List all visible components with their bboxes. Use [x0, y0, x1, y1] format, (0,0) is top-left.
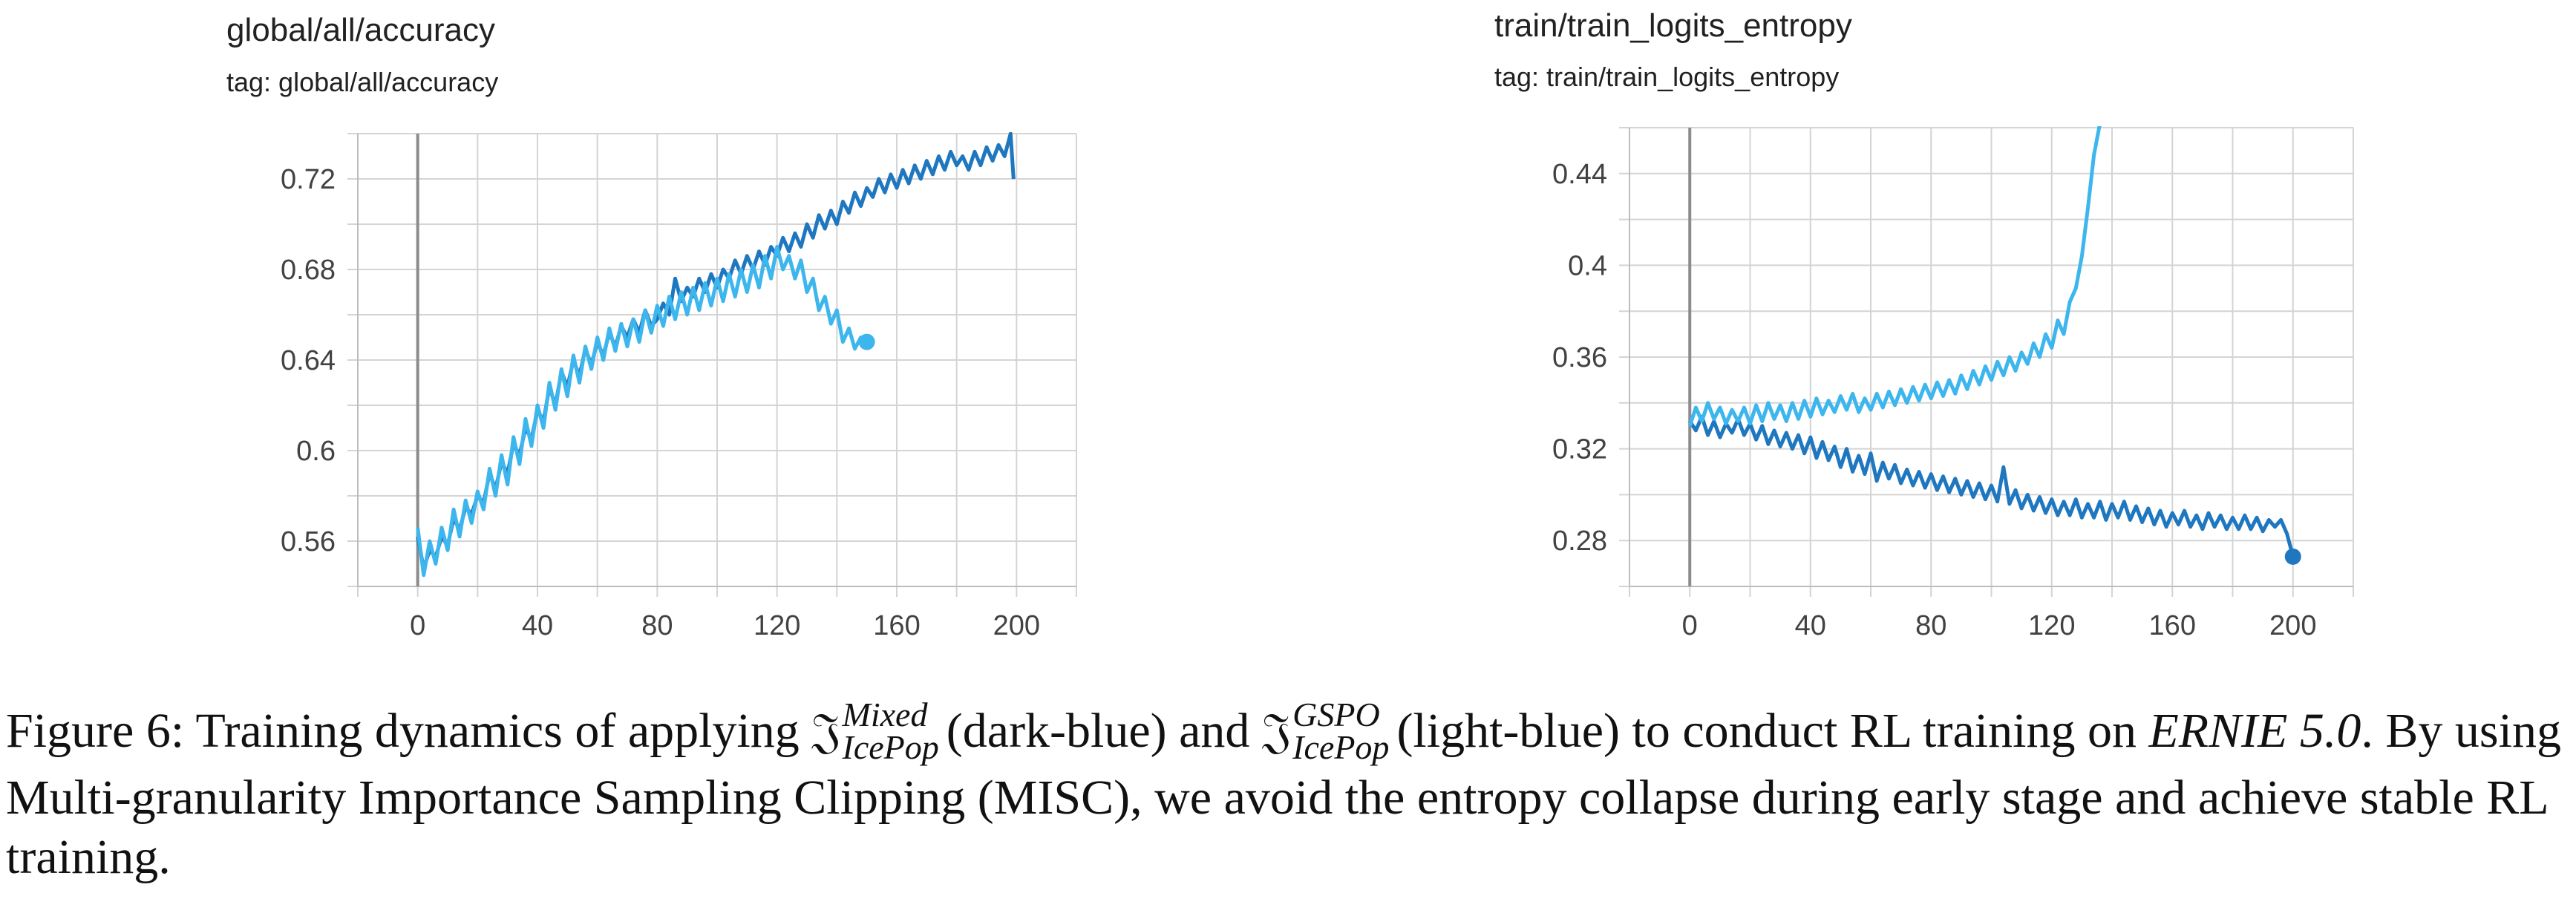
y-tick-label: 0.4: [1568, 250, 1607, 281]
caption-ernie: ERNIE 5.0: [2148, 704, 2361, 758]
x-tick-label: 80: [1915, 610, 1946, 641]
caption-part-3: (light-blue) to conduct RL training on: [1396, 704, 2149, 758]
x-tick-label: 160: [873, 610, 920, 641]
x-tick-label: 200: [2269, 610, 2316, 641]
superscript-mixed: Mixed: [842, 695, 928, 733]
series-group: [416, 132, 1016, 578]
y-tick-label: 0.56: [281, 526, 336, 557]
y-tick-label: 0.72: [281, 164, 336, 195]
subscript-superscript-2: GSPO IcePop: [1292, 695, 1390, 766]
series-line-dark-blue: [1688, 414, 2295, 557]
frak-j-symbol-2: 𝔍: [1261, 704, 1292, 759]
chart-tag: tag: train/train_logits_entropy: [1494, 62, 1840, 92]
entropy-chart: 0 40 80 120 160 200 0.28 0.32 0.36 0.4 0.44: [1552, 126, 2354, 641]
chart-title: train/train_logits_entropy: [1494, 7, 1852, 44]
y-tick-label: 0.44: [1552, 159, 1607, 190]
y-tick-label: 0.36: [1552, 342, 1607, 373]
x-tick-label: 40: [522, 610, 553, 641]
x-tick-label: 80: [641, 610, 673, 641]
subscript-icepop-1: IcePop: [842, 727, 939, 766]
series-line-light-blue: [1687, 126, 2102, 427]
series-group: [1687, 126, 2295, 557]
y-tick-label: 0.28: [1552, 526, 1607, 557]
series-line-dark-blue: [416, 132, 1016, 571]
y-tick-label: 0.6: [296, 436, 336, 467]
y-tick-label: 0.64: [281, 345, 336, 376]
figure-caption: Figure 6: Training dynamics of applying …: [6, 695, 2575, 887]
accuracy-chart: 0 40 80 120 160 200 0.56 0.6 0.64 0.68 0.72: [281, 132, 1077, 641]
chart-title: global/all/accuracy: [226, 12, 495, 48]
x-tick-label: 0: [1682, 610, 1698, 641]
subscript-icepop-2: IcePop: [1292, 727, 1390, 766]
y-tick-label: 0.32: [1552, 434, 1607, 465]
frak-j-symbol-1: 𝔍: [811, 704, 841, 759]
x-tick-label: 200: [993, 610, 1040, 641]
x-tick-label: 120: [2028, 610, 2075, 641]
caption-part-4: . By using Multi-granularity Importance …: [6, 704, 2561, 884]
superscript-gspo: GSPO: [1292, 695, 1380, 733]
grid: [347, 133, 1077, 597]
grid: [1619, 127, 2354, 597]
series-end-marker-dark-blue: [2284, 548, 2301, 565]
series-end-marker-light-blue: [858, 333, 875, 350]
caption-part-1: Figure 6: Training dynamics of applying: [6, 704, 812, 758]
caption-part-2: (dark-blue) and: [946, 704, 1262, 758]
x-tick-label: 120: [753, 610, 800, 641]
chart-panel-entropy: train/train_logits_entropy tag: train/tr…: [1288, 0, 2576, 653]
chart-tag: tag: global/all/accuracy: [226, 67, 499, 97]
x-tick-label: 40: [1795, 610, 1826, 641]
subscript-superscript-1: Mixed IcePop: [842, 695, 939, 766]
chart-panel-accuracy: global/all/accuracy tag: global/all/accu…: [0, 0, 1288, 653]
y-tick-label: 0.68: [281, 255, 336, 286]
x-tick-label: 160: [2149, 610, 2196, 641]
series-line-light-blue: [416, 245, 869, 578]
x-tick-label: 0: [410, 610, 425, 641]
